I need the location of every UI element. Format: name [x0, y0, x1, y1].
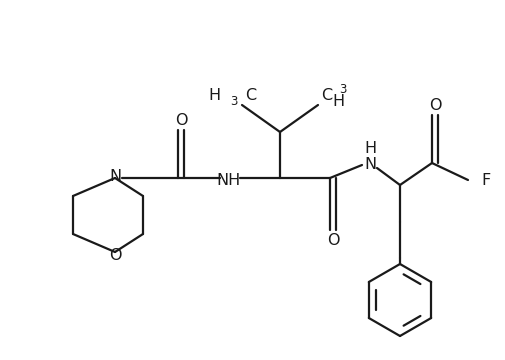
Text: C: C: [245, 87, 256, 103]
Text: O: O: [109, 248, 121, 262]
Text: H: H: [364, 140, 376, 156]
Text: N: N: [364, 157, 376, 171]
Text: O: O: [175, 113, 187, 127]
Text: H: H: [208, 87, 220, 103]
Text: H: H: [332, 94, 344, 108]
Text: 3: 3: [230, 95, 238, 108]
Text: N: N: [109, 168, 121, 184]
Text: 3: 3: [339, 82, 347, 95]
Text: F: F: [481, 172, 491, 188]
Text: C: C: [321, 87, 332, 103]
Text: O: O: [327, 233, 339, 248]
Text: NH: NH: [216, 172, 240, 188]
Text: O: O: [429, 98, 441, 113]
